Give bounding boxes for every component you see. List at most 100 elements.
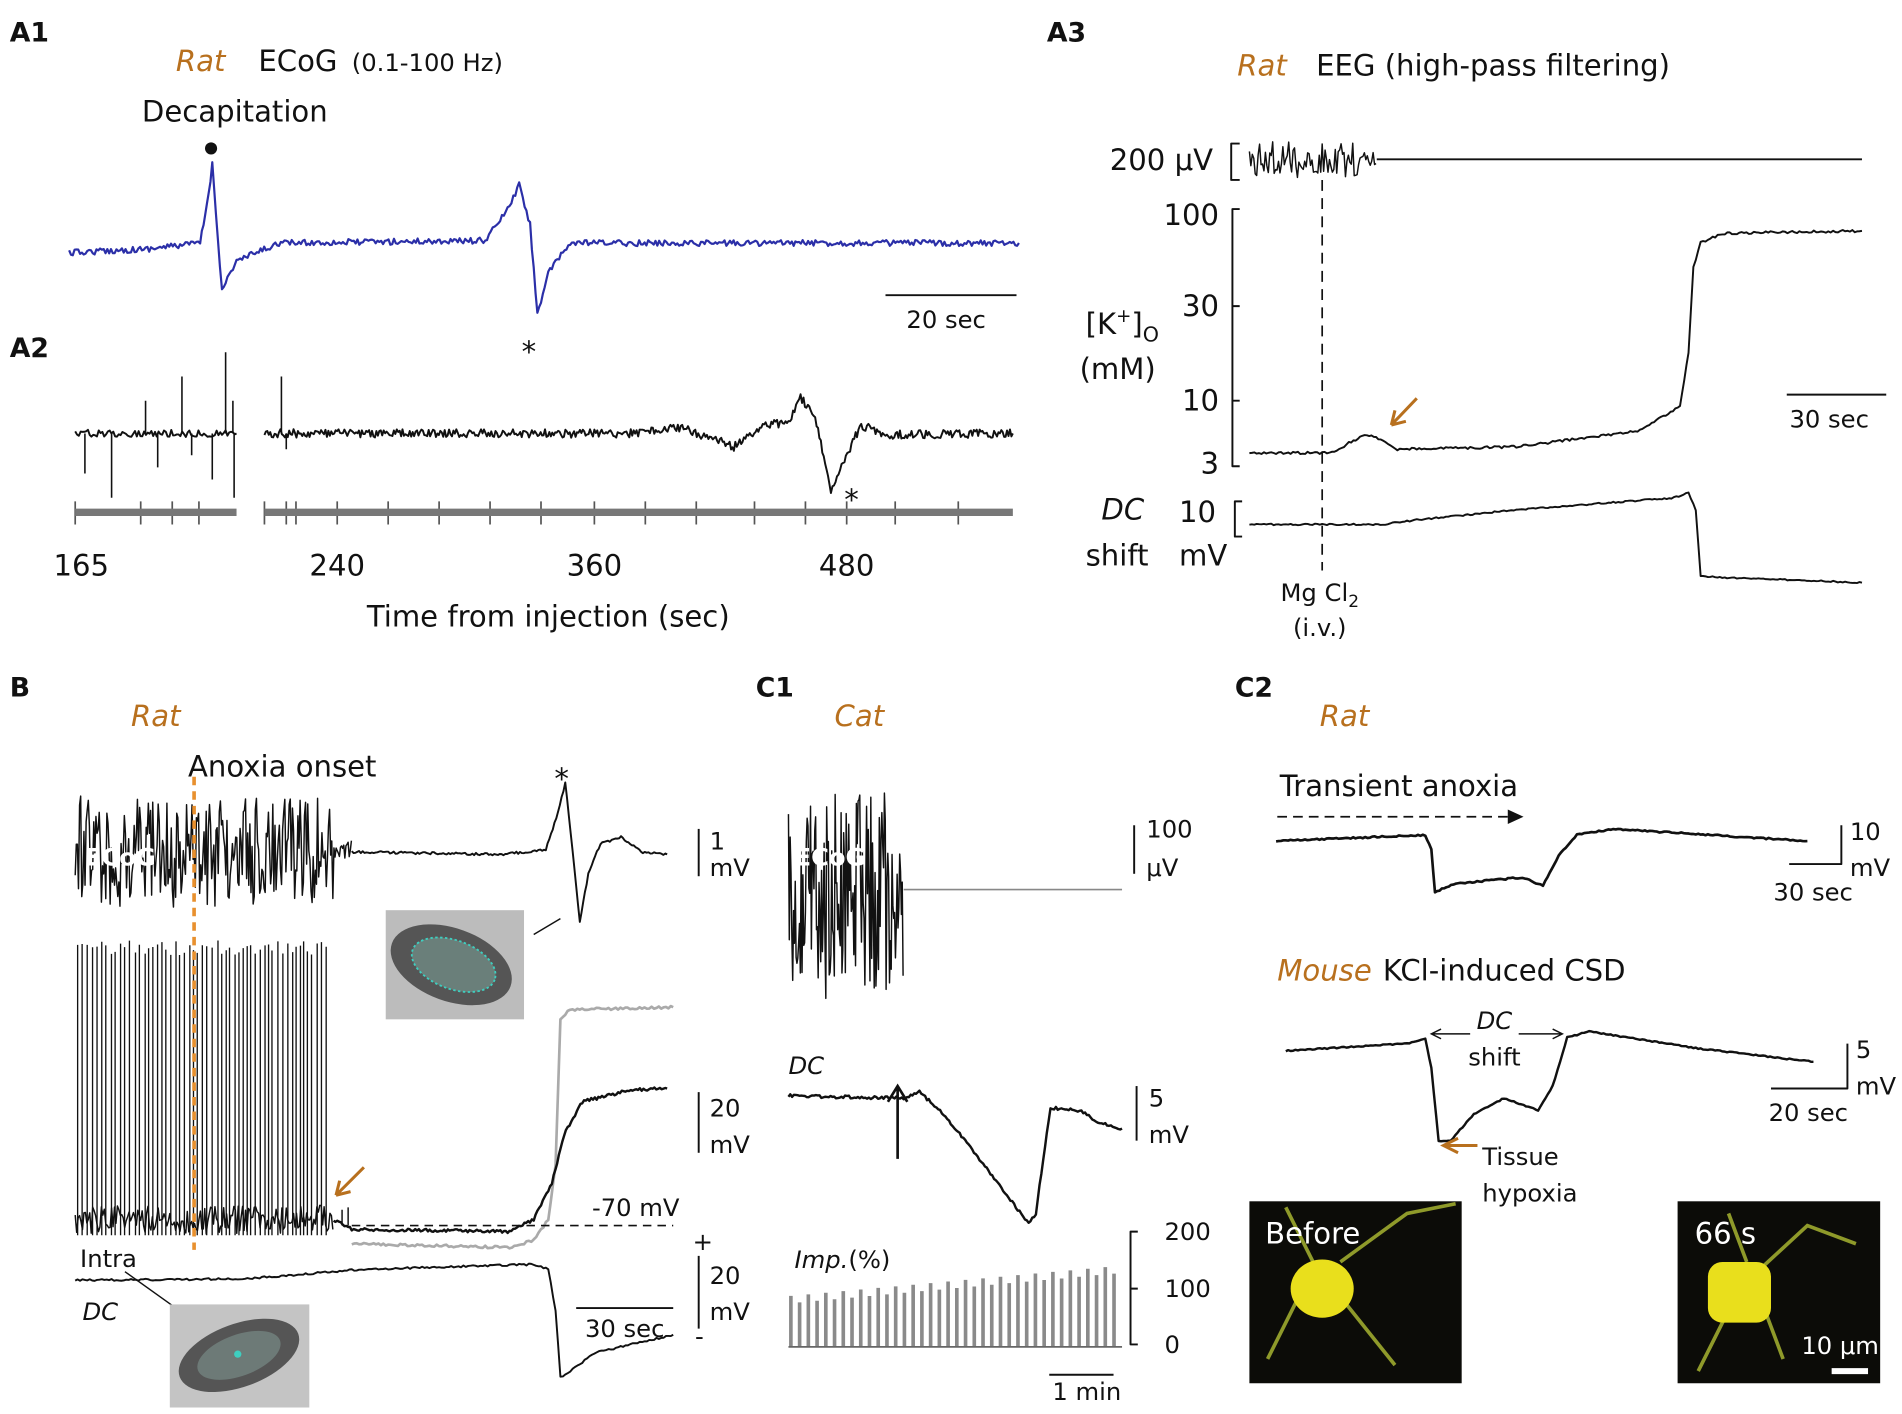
imp-label: Imp.(%) xyxy=(795,1245,891,1274)
trace-label: ECoG xyxy=(795,842,866,871)
tick-label: 100 xyxy=(1164,1274,1210,1303)
intra-spikes xyxy=(76,940,327,1236)
marker: * xyxy=(522,335,537,369)
eeg-trace xyxy=(74,428,237,438)
inset-image xyxy=(410,936,497,993)
polarity: + xyxy=(693,1227,713,1256)
intra-trace-gray xyxy=(351,1004,674,1250)
scale-label: 10 xyxy=(1850,817,1881,846)
hypoxia-label: Tissue xyxy=(1481,1142,1558,1171)
dc-trace xyxy=(74,1262,674,1378)
arrow xyxy=(1389,397,1418,427)
panel-label: C2 xyxy=(1235,673,1273,704)
imp-axis xyxy=(1129,1230,1138,1346)
scale-label: mV xyxy=(1149,1120,1190,1149)
polarity: - xyxy=(695,1321,704,1350)
filter: (0.1-100 Hz) xyxy=(352,48,503,77)
marker: * xyxy=(554,762,569,796)
scale-label: 5 xyxy=(1856,1035,1871,1064)
image-label: Before xyxy=(1265,1217,1360,1251)
dc-label: DC xyxy=(1101,493,1144,527)
spikes xyxy=(84,352,288,498)
impedance-bars xyxy=(789,1267,1116,1347)
scale-label: mV xyxy=(1856,1072,1897,1101)
k-label: [K+]O xyxy=(1086,306,1159,346)
scale-label: 20 sec xyxy=(906,305,985,334)
route: (i.v.) xyxy=(1293,613,1347,642)
scale-label: 1 xyxy=(710,827,725,856)
panel-label: A2 xyxy=(10,333,49,364)
tick-label: 30 xyxy=(1182,289,1219,323)
scale-label: 30 sec xyxy=(585,1314,664,1343)
tick-label: 200 xyxy=(1164,1217,1210,1246)
dc-scale: 10 xyxy=(1179,495,1216,529)
event: Transient anoxia xyxy=(1279,769,1518,803)
k-axis xyxy=(1231,208,1240,468)
tick-label: 100 xyxy=(1164,198,1220,232)
recording: ECoG xyxy=(258,44,337,78)
intra-trace xyxy=(332,1086,668,1235)
scale-label: mV xyxy=(1850,853,1891,882)
image-label: 66 s xyxy=(1695,1217,1756,1251)
bracket xyxy=(1233,500,1243,538)
scale-label: 20 xyxy=(710,1093,741,1122)
leader xyxy=(533,918,561,936)
dc-label: shift xyxy=(1468,1042,1520,1071)
scale-label: 20 sec xyxy=(1769,1098,1848,1127)
species: Rat xyxy=(176,44,227,78)
tick-label: 0 xyxy=(1164,1330,1179,1359)
dc-trace xyxy=(1249,491,1863,585)
dc-trace xyxy=(1285,1029,1814,1143)
dc-label: DC xyxy=(788,1051,824,1080)
k-unit: (mM) xyxy=(1080,352,1156,386)
trace-label: ECoG xyxy=(85,842,156,871)
species: Rat xyxy=(1237,49,1288,83)
dc-label: DC xyxy=(82,1297,118,1326)
tick-label: 480 xyxy=(819,548,875,582)
axis-label: Time from injection (sec) xyxy=(366,599,730,633)
scale-label: 100 xyxy=(1146,814,1192,843)
event: Decapitation xyxy=(142,95,328,129)
species: Rat xyxy=(1320,699,1371,733)
eeg-trace xyxy=(1248,141,1377,179)
leader xyxy=(124,1271,177,1309)
neuron xyxy=(1265,1201,1456,1367)
intra-trace xyxy=(74,1204,334,1235)
intra-trace xyxy=(341,1207,349,1226)
scale-label: 20 xyxy=(710,1261,741,1290)
micrograph xyxy=(1249,1201,1462,1384)
bracket xyxy=(1230,142,1240,181)
image-scale: 10 μm xyxy=(1801,1331,1879,1360)
dc-label: shift xyxy=(1086,539,1149,573)
eeg-scale: 200 μV xyxy=(1110,143,1213,177)
panel-label: A1 xyxy=(10,18,49,49)
inset-image xyxy=(234,1350,242,1358)
drug: Mg Cl2 xyxy=(1281,578,1360,612)
scale-bar xyxy=(1770,1043,1849,1090)
panel-label: A3 xyxy=(1047,18,1086,49)
neuron xyxy=(1290,1259,1354,1318)
arrowhead xyxy=(1507,809,1524,825)
event-dot xyxy=(204,142,218,155)
tick-label: 10 xyxy=(1182,383,1219,417)
event: Anoxia onset xyxy=(188,750,376,784)
rest-label: -70 mV xyxy=(592,1193,680,1222)
tick-label: 360 xyxy=(567,548,623,582)
tick-label: 165 xyxy=(53,548,109,582)
scale-label: mV xyxy=(710,1297,751,1326)
neuron xyxy=(1707,1261,1771,1323)
hypoxia-label: hypoxia xyxy=(1482,1178,1577,1207)
dc-unit: mV xyxy=(1179,539,1227,573)
scale-label: mV xyxy=(710,1130,751,1159)
k-trace xyxy=(1249,229,1863,456)
tick-label: 3 xyxy=(1201,446,1220,480)
scale-label: 30 sec xyxy=(1789,404,1868,433)
dc-label: DC xyxy=(1477,1006,1513,1035)
arrow xyxy=(886,1083,909,1159)
species: Rat xyxy=(131,699,182,733)
species: Cat xyxy=(835,699,886,733)
ecog-trace xyxy=(351,781,668,923)
scale-label: 30 sec xyxy=(1773,877,1852,906)
ecog-trace xyxy=(68,161,1020,314)
